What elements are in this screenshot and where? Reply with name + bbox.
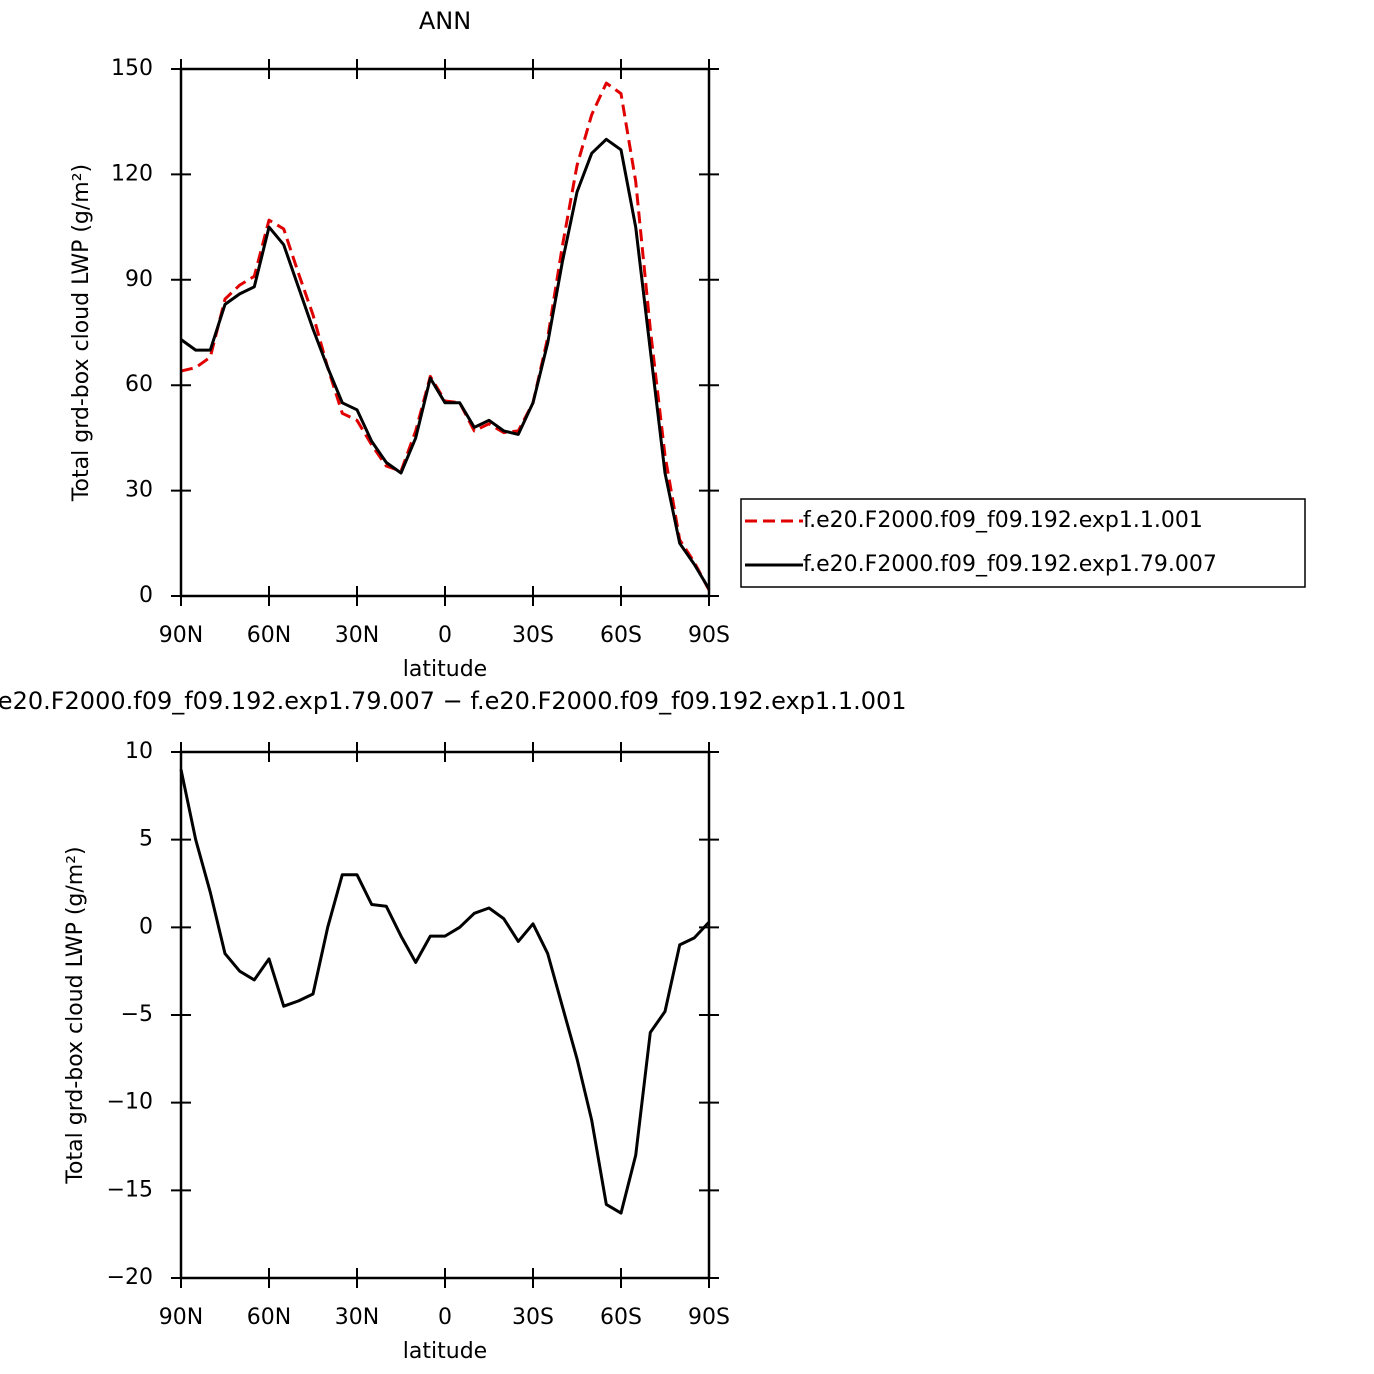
x-tick-label: 0 xyxy=(438,1305,452,1330)
x-tick-label: 60S xyxy=(600,623,642,648)
data-line xyxy=(180,137,711,590)
x-axis-label: latitude xyxy=(403,1339,487,1364)
x-tick-label: 60N xyxy=(247,1305,291,1330)
y-tick-label: 120 xyxy=(111,161,153,186)
y-tick-label: −20 xyxy=(107,1265,153,1290)
x-axis-label: latitude xyxy=(403,657,487,682)
x-tick-label: 30N xyxy=(335,1305,379,1330)
y-tick-label: −10 xyxy=(107,1090,153,1115)
plot-frame xyxy=(179,67,711,598)
y-tick-label: 90 xyxy=(125,267,153,292)
chart-title: ANN xyxy=(419,7,471,35)
x-tick-label: 90S xyxy=(688,623,730,648)
legend-box xyxy=(740,498,1306,588)
x-tick-label: 90N xyxy=(159,623,203,648)
x-tick-label: 60S xyxy=(600,1305,642,1330)
y-tick-label: 10 xyxy=(125,739,153,764)
x-tick-label: 30N xyxy=(335,623,379,648)
y-tick-label: 5 xyxy=(139,827,153,852)
plot-frame xyxy=(179,750,711,1280)
data-line xyxy=(179,769,711,1215)
y-tick-label: 150 xyxy=(111,56,153,81)
data-line xyxy=(180,81,711,591)
y-axis-label: Total grd-box cloud LWP (g/m²) xyxy=(63,846,88,1184)
y-tick-label: 60 xyxy=(125,372,153,397)
x-tick-label: 30S xyxy=(512,1305,554,1330)
legend-label: f.e20.F2000.f09_f09.192.exp1.1.001 xyxy=(803,508,1203,533)
y-tick-label: 30 xyxy=(125,478,153,503)
x-tick-label: 0 xyxy=(438,623,452,648)
y-tick-label: 0 xyxy=(139,583,153,608)
y-tick-label: −5 xyxy=(121,1002,153,1027)
y-tick-label: −15 xyxy=(107,1177,153,1202)
legend-label: f.e20.F2000.f09_f09.192.exp1.79.007 xyxy=(803,552,1217,577)
x-tick-label: 30S xyxy=(512,623,554,648)
x-tick-label: 90N xyxy=(159,1305,203,1330)
x-tick-label: 90S xyxy=(688,1305,730,1330)
y-axis-label: Total grd-box cloud LWP (g/m²) xyxy=(69,164,94,502)
y-tick-label: 0 xyxy=(139,914,153,939)
x-tick-label: 60N xyxy=(247,623,291,648)
chart-title: f.e20.F2000.f09_f09.192.exp1.79.007 − f.… xyxy=(0,687,907,715)
